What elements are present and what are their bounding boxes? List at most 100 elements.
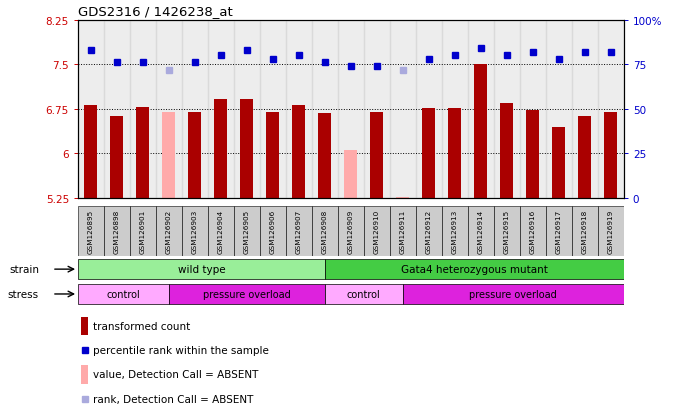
Text: GSM126913: GSM126913 [452, 209, 458, 254]
Text: strain: strain [9, 264, 39, 275]
Bar [364, 21, 390, 198]
Bar [390, 207, 416, 256]
Bar [494, 207, 520, 256]
Bar [319, 114, 332, 198]
Text: rank, Detection Call = ABSENT: rank, Detection Call = ABSENT [93, 394, 253, 404]
Bar [85, 105, 98, 198]
Bar [260, 207, 286, 256]
Text: stress: stress [8, 289, 39, 299]
Bar [403, 284, 624, 304]
Bar [325, 284, 403, 304]
Bar [234, 21, 260, 198]
Bar [598, 207, 624, 256]
Bar [156, 207, 182, 256]
Bar [156, 21, 182, 198]
Bar [208, 207, 234, 256]
Text: wild type: wild type [178, 264, 225, 275]
Bar [188, 112, 201, 198]
Bar [292, 105, 305, 198]
Text: control: control [106, 289, 140, 299]
Bar [344, 151, 357, 198]
Bar [364, 207, 390, 256]
Text: GSM126910: GSM126910 [374, 209, 380, 254]
Text: GSM126907: GSM126907 [296, 209, 302, 254]
Bar [182, 207, 208, 256]
Text: percentile rank within the sample: percentile rank within the sample [93, 345, 268, 355]
Text: GSM126909: GSM126909 [348, 209, 354, 254]
Bar [604, 112, 617, 198]
Text: pressure overload: pressure overload [203, 289, 291, 299]
Bar [78, 259, 325, 280]
Text: GSM126919: GSM126919 [607, 209, 614, 254]
Bar [260, 21, 286, 198]
Bar [475, 65, 487, 198]
Bar [598, 21, 624, 198]
Bar [169, 284, 325, 304]
Text: GSM126898: GSM126898 [114, 209, 120, 254]
Bar [136, 108, 149, 198]
Text: transformed count: transformed count [93, 321, 190, 331]
Bar [130, 207, 156, 256]
Bar [81, 317, 88, 335]
Text: GSM126903: GSM126903 [192, 209, 198, 254]
Bar [422, 108, 435, 198]
Text: GSM126905: GSM126905 [244, 209, 250, 254]
Text: value, Detection Call = ABSENT: value, Detection Call = ABSENT [93, 370, 258, 380]
Text: GSM126902: GSM126902 [166, 209, 172, 254]
Text: GDS2316 / 1426238_at: GDS2316 / 1426238_at [78, 5, 233, 18]
Bar [325, 259, 624, 280]
Bar [182, 21, 208, 198]
Bar [234, 207, 260, 256]
Bar [214, 100, 227, 198]
Bar [312, 21, 338, 198]
Bar [520, 207, 546, 256]
Text: GSM126906: GSM126906 [270, 209, 276, 254]
Bar [572, 207, 598, 256]
Text: GSM126915: GSM126915 [504, 209, 510, 254]
Bar [416, 21, 442, 198]
Bar [338, 207, 364, 256]
Bar [312, 207, 338, 256]
Bar [520, 21, 546, 198]
Bar [468, 21, 494, 198]
Bar [104, 21, 130, 198]
Bar [526, 111, 539, 198]
Bar [448, 108, 461, 198]
Text: GSM126917: GSM126917 [556, 209, 562, 254]
Bar [442, 21, 468, 198]
Bar [546, 207, 572, 256]
Text: Gata4 heterozygous mutant: Gata4 heterozygous mutant [401, 264, 548, 275]
Bar [416, 207, 442, 256]
Bar [78, 284, 169, 304]
Bar [442, 207, 468, 256]
Bar [572, 21, 598, 198]
Bar [78, 207, 104, 256]
Bar [553, 128, 565, 198]
Bar [390, 21, 416, 198]
Text: pressure overload: pressure overload [469, 289, 557, 299]
Bar [241, 100, 254, 198]
Bar [104, 207, 130, 256]
Text: GSM126908: GSM126908 [322, 209, 328, 254]
Text: GSM126914: GSM126914 [478, 209, 484, 254]
Bar [397, 197, 410, 198]
Bar [81, 366, 88, 384]
Bar [370, 112, 383, 198]
Bar [338, 21, 364, 198]
Bar [578, 117, 591, 198]
Bar [546, 21, 572, 198]
Bar [130, 21, 156, 198]
Bar [468, 207, 494, 256]
Bar [208, 21, 234, 198]
Bar [494, 21, 520, 198]
Bar [286, 207, 312, 256]
Text: GSM126916: GSM126916 [530, 209, 536, 254]
Text: GSM126901: GSM126901 [140, 209, 146, 254]
Text: GSM126895: GSM126895 [88, 209, 94, 254]
Bar [163, 112, 176, 198]
Bar [500, 104, 513, 198]
Bar [286, 21, 312, 198]
Bar [266, 112, 279, 198]
Text: GSM126912: GSM126912 [426, 209, 432, 254]
Bar [78, 21, 104, 198]
